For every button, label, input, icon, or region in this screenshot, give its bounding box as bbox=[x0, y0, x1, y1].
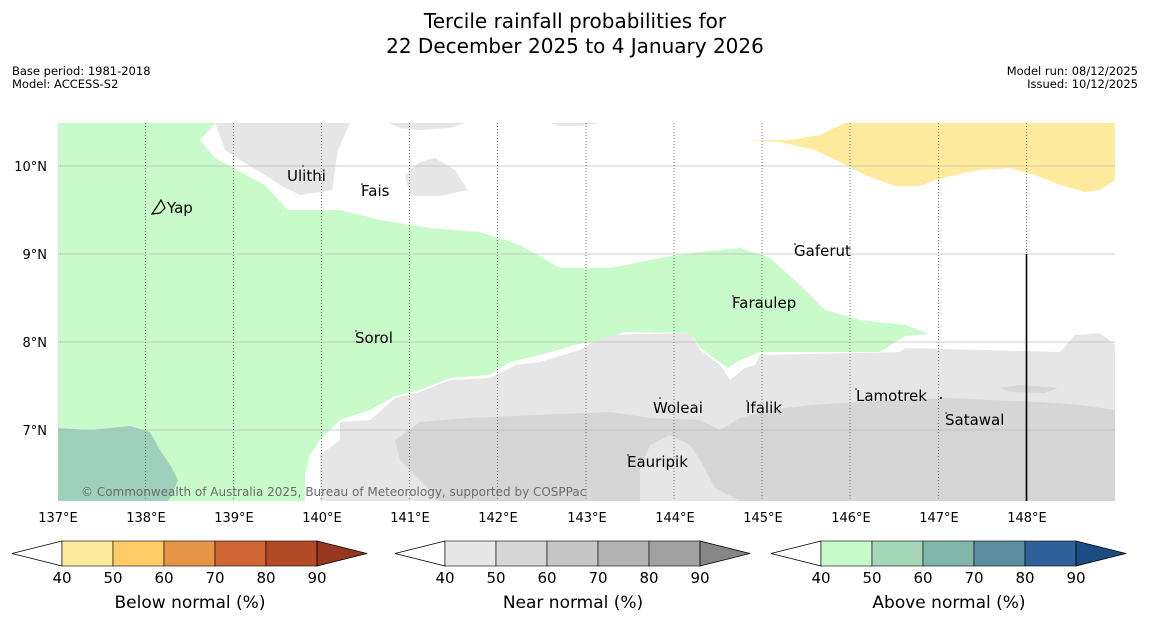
colorbar-label-near: Near normal (%) bbox=[502, 593, 644, 613]
colorbar-segment bbox=[112, 540, 165, 567]
colorbar-tick-label: 40 bbox=[52, 569, 71, 587]
place-label: Ifalik bbox=[746, 399, 782, 417]
colorbar-tick-label: 70 bbox=[588, 569, 607, 587]
colorbar-segment bbox=[973, 540, 1026, 567]
colorbar-tick-label: 50 bbox=[862, 569, 881, 587]
above-normal-higher-region bbox=[58, 426, 178, 501]
place-label: Eauripik bbox=[627, 453, 688, 471]
colorbar-segment bbox=[163, 540, 216, 567]
colorbar-segment bbox=[546, 540, 599, 567]
colorbar-under-triangle bbox=[394, 540, 446, 567]
colorbar-tick-label: 90 bbox=[1066, 569, 1085, 587]
place-label: Ulithi bbox=[287, 167, 326, 185]
lat-label: 8°N bbox=[23, 336, 48, 351]
colorbar-legend-group: 40 50 60 70 80 90 40 50 60 70 80 90 40 50 60 70 80 90 bbox=[11, 540, 1127, 587]
colorbar-tick-label: 70 bbox=[205, 569, 224, 587]
copyright-text: © Commonwealth of Australia 2025, Bureau… bbox=[81, 485, 586, 499]
colorbar-tick-label: 70 bbox=[964, 569, 983, 587]
place-label: Fais bbox=[361, 182, 390, 200]
model-text: Model: ACCESS-S2 bbox=[12, 77, 119, 91]
near-normal-region-core bbox=[395, 398, 1115, 501]
colorbar-segment bbox=[871, 540, 924, 567]
lon-label: 148°E bbox=[1007, 511, 1047, 526]
below-normal-region bbox=[748, 123, 1115, 192]
colorbar-above: 40 50 60 70 80 90 bbox=[770, 540, 1127, 587]
lat-label: 7°N bbox=[23, 424, 48, 439]
place-label: Yap bbox=[166, 199, 193, 217]
colorbar-segment bbox=[1024, 540, 1077, 567]
lon-label: 145°E bbox=[743, 511, 783, 526]
colorbar-segment bbox=[61, 540, 114, 567]
place-label: Satawal bbox=[945, 411, 1004, 429]
lon-label: 142°E bbox=[478, 511, 518, 526]
colorbar-tick-label: 60 bbox=[913, 569, 932, 587]
colorbar-tick-label: 50 bbox=[103, 569, 122, 587]
colorbar-tick-label: 80 bbox=[256, 569, 275, 587]
colorbar-segment bbox=[922, 540, 975, 567]
colorbar-tick-label: 80 bbox=[1015, 569, 1034, 587]
colorbar-segment bbox=[597, 540, 650, 567]
colorbar-under-triangle bbox=[11, 540, 63, 567]
colorbar-tick-label: 90 bbox=[690, 569, 709, 587]
colorbar-segment bbox=[214, 540, 267, 567]
colorbar-segment bbox=[648, 540, 701, 567]
near-normal-patch-north-3 bbox=[550, 123, 600, 126]
lon-label: 147°E bbox=[919, 511, 959, 526]
colorbar-label-above: Above normal (%) bbox=[872, 593, 1026, 613]
colorbar-tick-label: 90 bbox=[307, 569, 326, 587]
lon-label: 140°E bbox=[302, 511, 342, 526]
colorbar-tick-label: 80 bbox=[639, 569, 658, 587]
colorbar-segment bbox=[444, 540, 497, 567]
lon-label: 139°E bbox=[214, 511, 254, 526]
map-area: Ulithi Fais Yap Gaferut Faraulep Sorol W… bbox=[58, 123, 1115, 501]
colorbar-below: 40 50 60 70 80 90 bbox=[11, 540, 368, 587]
lon-label: 146°E bbox=[831, 511, 871, 526]
place-label: Woleai bbox=[653, 399, 703, 417]
lon-label: 137°E bbox=[38, 511, 78, 526]
meta-right: Model run: 08/12/2025 Issued: 10/12/2025 bbox=[1007, 65, 1138, 91]
lon-label: 143°E bbox=[567, 511, 607, 526]
above-normal-region bbox=[58, 123, 930, 501]
near-normal-region-north bbox=[215, 123, 350, 195]
issued-text: Issued: 10/12/2025 bbox=[1027, 77, 1138, 91]
meta-left: Base period: 1981-2018 Model: ACCESS-S2 bbox=[12, 65, 151, 91]
longitude-labels: 137°E 138°E 139°E 140°E 141°E 142°E 143°… bbox=[38, 511, 1047, 526]
colorbar-tick-label: 50 bbox=[486, 569, 505, 587]
place-label: Gaferut bbox=[794, 242, 851, 260]
lon-label: 144°E bbox=[655, 511, 695, 526]
lat-label: 10°N bbox=[14, 160, 47, 175]
map-title-line-1: Tercile rainfall probabilities for bbox=[423, 9, 727, 33]
colorbar-over-triangle bbox=[1075, 540, 1127, 567]
colorbar-over-triangle bbox=[316, 540, 368, 567]
yap-island-outline bbox=[150, 198, 166, 215]
latitude-labels: 10°N 9°N 8°N 7°N bbox=[14, 160, 47, 439]
place-label: Sorol bbox=[355, 329, 393, 347]
colorbar-tick-label: 60 bbox=[154, 569, 173, 587]
colorbar-tick-label: 40 bbox=[811, 569, 830, 587]
place-label: Faraulep bbox=[732, 294, 796, 312]
colorbar-tick-label: 40 bbox=[435, 569, 454, 587]
colorbar-segment bbox=[820, 540, 873, 567]
map-title-line-2: 22 December 2025 to 4 January 2026 bbox=[386, 34, 764, 58]
near-normal-patch-north-2 bbox=[405, 158, 468, 196]
near-normal-patch-east bbox=[1000, 385, 1058, 393]
lon-label: 141°E bbox=[390, 511, 430, 526]
colorbar-over-triangle bbox=[699, 540, 751, 567]
lon-label: 138°E bbox=[126, 511, 166, 526]
colorbar-segment bbox=[495, 540, 548, 567]
near-normal-patch-north-1 bbox=[388, 123, 465, 130]
colorbar-tick-label: 60 bbox=[537, 569, 556, 587]
colorbar-label-below: Below normal (%) bbox=[114, 593, 266, 613]
model-run-text: Model run: 08/12/2025 bbox=[1006, 64, 1138, 78]
colorbar-under-triangle bbox=[770, 540, 822, 567]
lat-label: 9°N bbox=[23, 248, 48, 263]
island-markers bbox=[150, 165, 947, 456]
place-label: Lamotrek bbox=[856, 387, 927, 405]
base-period-text: Base period: 1981-2018 bbox=[12, 64, 151, 78]
colorbar-segment bbox=[265, 540, 318, 567]
colorbar-near: 40 50 60 70 80 90 bbox=[394, 540, 751, 587]
